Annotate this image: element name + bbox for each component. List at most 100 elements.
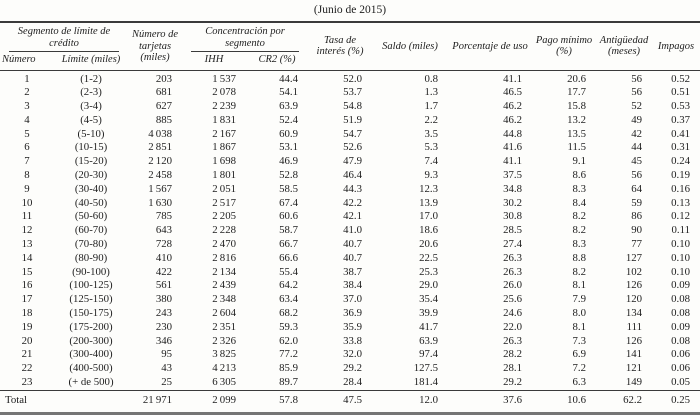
cell-cr2: 58.7 xyxy=(279,224,299,237)
cell-cr2: 52.4 xyxy=(279,113,299,126)
cell-pago-minimo: 17.7 xyxy=(567,86,587,99)
cell-saldo: 181.4 xyxy=(413,376,439,389)
cell-tarjetas: 785 xyxy=(155,210,173,223)
cell-impagos: 0.24 xyxy=(671,155,691,168)
cell-numero: 13 xyxy=(21,238,33,251)
cell-antiguedad: 120 xyxy=(625,293,643,306)
cell-impagos: 0.12 xyxy=(671,210,691,223)
cell-cr2: 63.4 xyxy=(279,293,299,306)
cell-numero: 11 xyxy=(21,210,33,223)
cell-tarjetas: 1 567 xyxy=(148,182,173,195)
table-body: 1 (1-2) 203 1 537 44.4 52.0 0.8 41.1 20.… xyxy=(0,70,700,390)
cell-porcentaje-uso: 30.8 xyxy=(503,210,523,223)
table-header: Segmento de límite de crédito Número de … xyxy=(0,22,700,71)
table-row: 20 (200-300) 346 2 326 62.0 33.8 63.9 26… xyxy=(0,335,700,349)
table-row: 13 (70-80) 728 2 470 66.7 40.7 20.6 27.4… xyxy=(0,238,700,252)
cell-tasa-interes: 52.0 xyxy=(343,72,363,85)
cell-ihh: 1 867 xyxy=(212,141,237,154)
cell-antiguedad: 141 xyxy=(625,348,643,361)
cell-cr2: 62.0 xyxy=(279,334,299,347)
table-row: 16 (100-125) 561 2 439 64.2 38.4 29.0 26… xyxy=(0,279,700,293)
cell-pago-minimo: 8.3 xyxy=(572,182,587,195)
cell-limite: (125-150) xyxy=(69,293,113,306)
cell-tasa-interes: 33.8 xyxy=(343,334,363,347)
cell-ihh: 1 537 xyxy=(212,72,237,85)
cell-tarjetas: 25 xyxy=(161,376,173,389)
cell-impagos: 0.37 xyxy=(671,113,691,126)
cell-limite: (20-30) xyxy=(74,169,108,182)
cell-impagos: 0.08 xyxy=(671,293,691,306)
cell-saldo: 1.3 xyxy=(424,86,439,99)
cell-porcentaje-uso: 41.1 xyxy=(503,72,523,85)
cell-numero: 1 xyxy=(24,72,30,85)
table-row: 22 (400-500) 43 4 213 85.9 29.2 127.5 28… xyxy=(0,362,700,376)
cell-pago-minimo: 13.5 xyxy=(567,127,587,140)
cell-antiguedad: 56 xyxy=(631,72,643,85)
header-group-concentracion-label: Concentración por segmento xyxy=(191,23,300,52)
header-numero: Número xyxy=(0,52,44,71)
cell-pago-minimo: 8.2 xyxy=(572,210,587,223)
cell-cr2: 44.4 xyxy=(279,72,299,85)
cell-antiguedad: 121 xyxy=(625,362,643,375)
cell-tarjetas: 627 xyxy=(155,100,173,113)
cell-porcentaje-uso: 22.0 xyxy=(503,320,523,333)
cell-tasa-interes: 47.9 xyxy=(343,155,363,168)
total-row: Total 21 971 2 099 57.8 47.5 12.0 37.6 1… xyxy=(0,389,700,414)
table-row: 7 (15-20) 2 120 1 698 46.9 47.9 7.4 41.1… xyxy=(0,155,700,169)
cell-numero: 6 xyxy=(24,141,30,154)
cell-pago-minimo: 8.8 xyxy=(572,251,587,264)
cell-cr2: 64.2 xyxy=(279,279,299,292)
data-table: Segmento de límite de crédito Número de … xyxy=(0,21,700,415)
cell-ihh: 2 134 xyxy=(212,265,237,278)
header-cr2: CR2 (%) xyxy=(246,52,309,71)
cell-tasa-interes: 36.9 xyxy=(343,307,363,320)
cell-tasa-interes: 44.3 xyxy=(343,182,363,195)
cell-saldo: 18.6 xyxy=(419,224,439,237)
cell-saldo: 25.3 xyxy=(419,265,439,278)
cell-porcentaje-uso: 24.6 xyxy=(503,307,523,320)
cell-impagos: 0.16 xyxy=(671,182,691,195)
cell-tasa-interes: 40.7 xyxy=(343,238,363,251)
cell-pago-minimo: 6.9 xyxy=(572,348,587,361)
cell-ihh: 2 051 xyxy=(212,182,237,195)
cell-ihh: 2 348 xyxy=(212,293,237,306)
cell-cr2: 52.8 xyxy=(279,169,299,182)
cell-tasa-interes: 28.4 xyxy=(343,376,363,389)
cell-impagos: 0.10 xyxy=(671,251,691,264)
cell-ihh: 2 239 xyxy=(212,100,237,113)
table-caption: (Junio de 2015) xyxy=(313,4,387,16)
cell-pago-minimo: 8.0 xyxy=(572,307,587,320)
cell-numero: 20 xyxy=(21,334,33,347)
cell-impagos: 0.06 xyxy=(671,362,691,375)
table-row: 8 (20-30) 2 458 1 801 52.8 46.4 9.3 37.5… xyxy=(0,169,700,183)
cell-cr2: 60.6 xyxy=(279,210,299,223)
cell-cr2: 54.1 xyxy=(279,86,299,99)
cell-antiguedad: 45 xyxy=(631,155,643,168)
header-tasa-interes: Tasa de interés (%) xyxy=(308,22,373,71)
cell-antiguedad: 77 xyxy=(631,238,643,251)
cell-saldo: 12.3 xyxy=(419,182,439,195)
cell-saldo: 97.4 xyxy=(419,348,439,361)
header-group-segmento: Segmento de límite de crédito xyxy=(0,22,128,52)
cell-impagos: 0.08 xyxy=(671,307,691,320)
cell-impagos: 0.53 xyxy=(671,100,691,113)
cell-ihh: 2 351 xyxy=(212,320,237,333)
cell-cr2: 53.1 xyxy=(279,141,299,154)
cell-porcentaje-uso: 30.2 xyxy=(503,196,523,209)
cell-impagos: 0.31 xyxy=(671,141,691,154)
table-footer: Total 21 971 2 099 57.8 47.5 12.0 37.6 1… xyxy=(0,389,700,414)
cell-numero: 12 xyxy=(21,224,33,237)
cell-tarjetas: 95 xyxy=(161,348,173,361)
table-row: 19 (175-200) 230 2 351 59.3 35.9 41.7 22… xyxy=(0,321,700,335)
cell-pago-minimo: 8.1 xyxy=(572,279,587,292)
cell-porcentaje-uso: 28.2 xyxy=(503,348,523,361)
cell-tarjetas: 243 xyxy=(155,307,173,320)
cell-antiguedad: 56 xyxy=(631,169,643,182)
cell-porcentaje-uso: 41.1 xyxy=(503,155,523,168)
cell-limite: (5-10) xyxy=(77,127,105,140)
cell-cr2: 46.9 xyxy=(279,155,299,168)
cell-ihh: 1 801 xyxy=(212,169,237,182)
cell-pago-minimo: 13.2 xyxy=(567,113,587,126)
table-row: 1 (1-2) 203 1 537 44.4 52.0 0.8 41.1 20.… xyxy=(0,70,700,86)
cell-numero: 7 xyxy=(24,155,30,168)
